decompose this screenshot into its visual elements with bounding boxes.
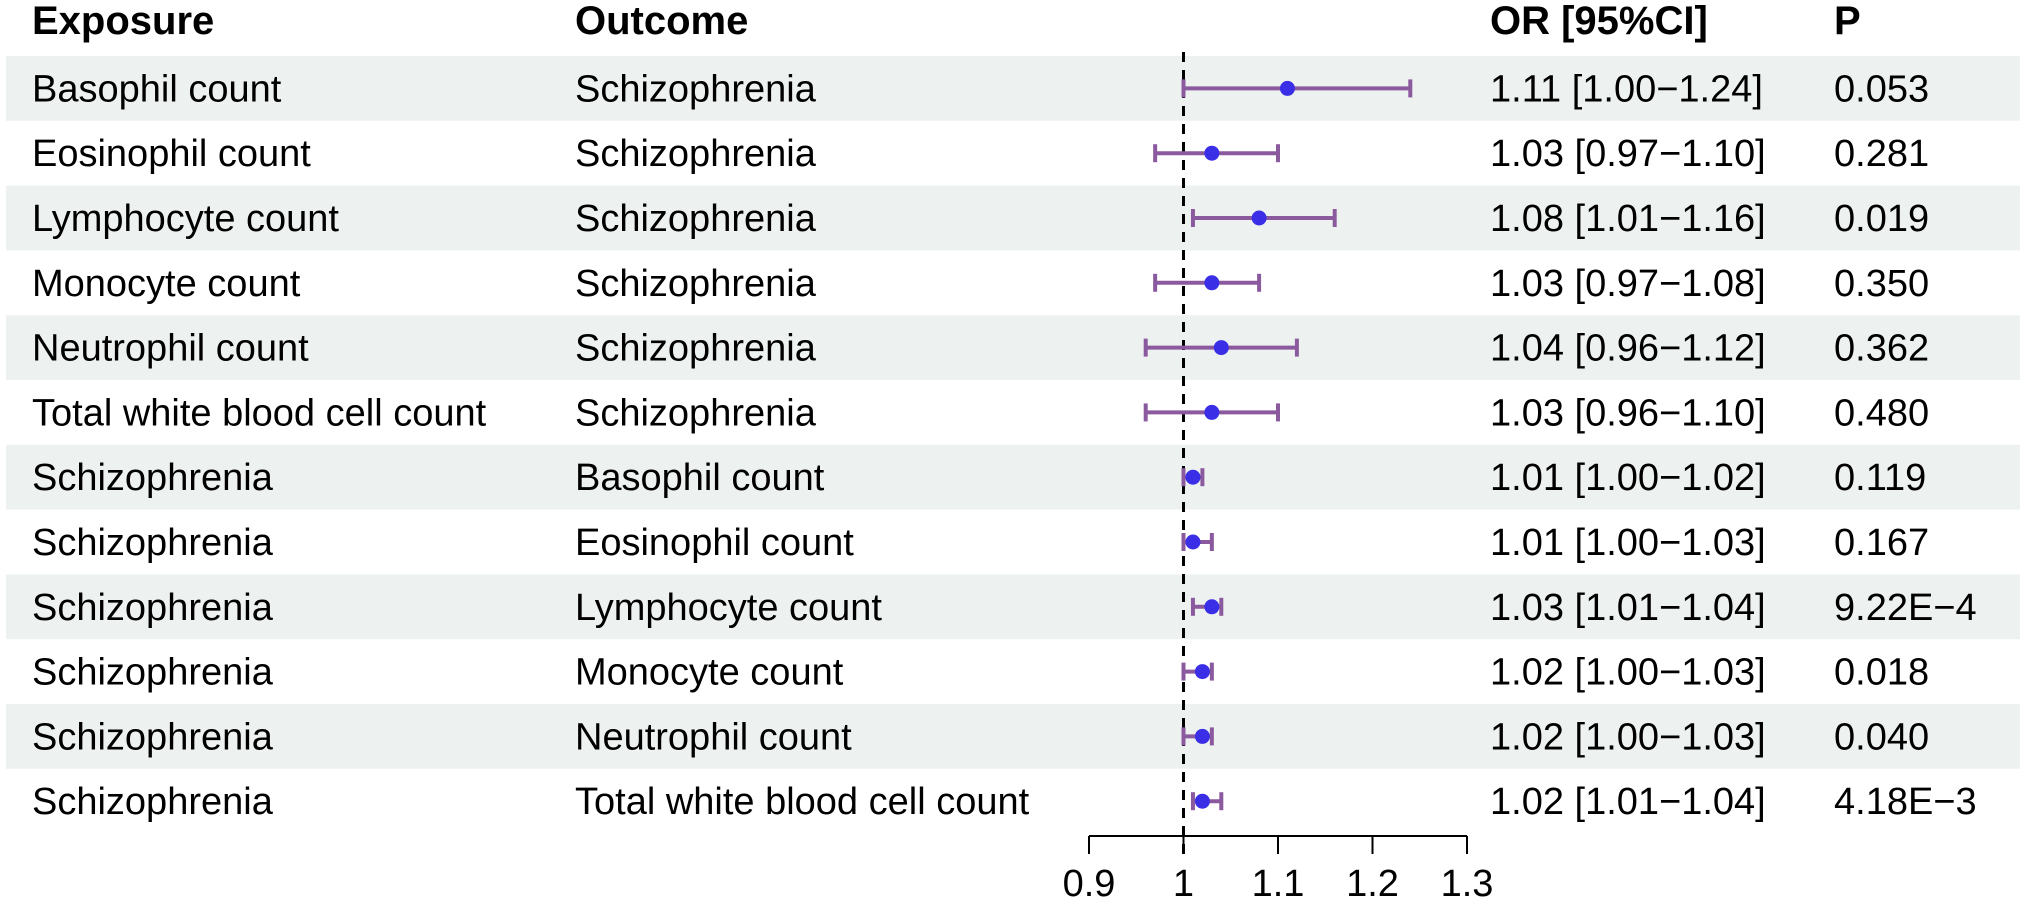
cell-or-ci: 1.02 [1.01−1.04] (1490, 781, 1766, 823)
column-headers: Exposure Outcome OR [95%CI] P (32, 0, 1861, 43)
or-point (1194, 728, 1210, 744)
x-tick-label: 1.3 (1441, 863, 1494, 904)
row-band (6, 444, 2020, 510)
cell-exposure: Schizophrenia (32, 587, 274, 629)
cell-exposure: Schizophrenia (32, 781, 274, 823)
or-point (1204, 599, 1220, 615)
cell-p: 4.18E−3 (1834, 781, 1977, 823)
cell-outcome: Basophil count (575, 457, 825, 499)
or-point (1204, 404, 1220, 420)
cell-p: 0.018 (1834, 652, 1929, 694)
cell-or-ci: 1.03 [0.96−1.10] (1490, 392, 1766, 434)
cell-p: 0.019 (1834, 198, 1929, 240)
cell-p: 0.281 (1834, 133, 1929, 175)
cell-or-ci: 1.01 [1.00−1.03] (1490, 522, 1766, 564)
row-bands (6, 56, 2020, 769)
cell-or-ci: 1.03 [0.97−1.10] (1490, 133, 1766, 175)
or-point (1204, 275, 1220, 291)
cell-outcome: Monocyte count (575, 652, 844, 694)
cell-outcome: Schizophrenia (575, 263, 817, 305)
cell-or-ci: 1.01 [1.00−1.02] (1490, 457, 1766, 499)
x-tick-label: 1 (1173, 863, 1194, 904)
or-point (1185, 469, 1201, 485)
table-cells: Basophil count Schizophrenia 1.11 [1.00−1.… (32, 68, 1977, 823)
row-band (6, 185, 2020, 251)
x-tick-label: 1.2 (1346, 863, 1399, 904)
cell-p: 0.119 (1834, 457, 1926, 499)
ci-marks (1143, 79, 1413, 811)
cell-exposure: Schizophrenia (32, 716, 274, 758)
x-tick-label: 1.1 (1252, 863, 1305, 904)
cell-outcome: Neutrophil count (575, 716, 852, 758)
or-point (1204, 145, 1220, 161)
cell-or-ci: 1.11 [1.00−1.24] (1490, 68, 1763, 110)
cell-exposure: Monocyte count (32, 263, 301, 305)
cell-p: 0.362 (1834, 328, 1929, 370)
row-band (6, 704, 2020, 769)
cell-or-ci: 1.02 [1.00−1.03] (1490, 716, 1766, 758)
cell-or-ci: 1.08 [1.01−1.16] (1490, 198, 1766, 240)
cell-outcome: Schizophrenia (575, 68, 817, 110)
or-point (1194, 793, 1210, 809)
cell-exposure: Lymphocyte count (32, 198, 339, 240)
row-band (6, 56, 2020, 121)
cell-outcome: Total white blood cell count (575, 781, 1030, 823)
cell-exposure: Schizophrenia (32, 522, 274, 564)
cell-p: 0.053 (1834, 68, 1929, 110)
cell-exposure: Eosinophil count (32, 133, 311, 175)
cell-p: 0.167 (1834, 522, 1929, 564)
or-point (1251, 210, 1267, 226)
cell-exposure: Schizophrenia (32, 652, 274, 694)
cell-exposure: Schizophrenia (32, 457, 274, 499)
x-axis: 0.9 1 1.1 1.2 1.3 (1063, 835, 1494, 904)
row-band (6, 574, 2020, 640)
header-or-ci: OR [95%CI] (1490, 0, 1708, 43)
cell-outcome: Lymphocyte count (575, 587, 882, 629)
cell-outcome: Schizophrenia (575, 392, 817, 434)
header-outcome: Outcome (575, 0, 748, 43)
or-point (1279, 80, 1295, 96)
cell-p: 0.480 (1834, 392, 1929, 434)
cell-outcome: Schizophrenia (575, 133, 817, 175)
x-tick-label: 0.9 (1063, 863, 1116, 904)
cell-outcome: Schizophrenia (575, 198, 817, 240)
cell-or-ci: 1.04 [0.96−1.12] (1490, 328, 1766, 370)
cell-exposure: Neutrophil count (32, 328, 309, 370)
cell-or-ci: 1.03 [1.01−1.04] (1490, 587, 1766, 629)
header-p: P (1834, 0, 1861, 43)
cell-or-ci: 1.03 [0.97−1.08] (1490, 263, 1766, 305)
cell-p: 9.22E−4 (1834, 587, 1977, 629)
or-point (1213, 340, 1229, 356)
or-point (1185, 534, 1201, 550)
cell-or-ci: 1.02 [1.00−1.03] (1490, 652, 1766, 694)
cell-exposure: Basophil count (32, 68, 282, 110)
cell-outcome: Schizophrenia (575, 328, 817, 370)
or-point (1194, 664, 1210, 680)
header-exposure: Exposure (32, 0, 214, 43)
cell-p: 0.040 (1834, 716, 1929, 758)
row-band (6, 315, 2020, 380)
cell-p: 0.350 (1834, 263, 1929, 305)
cell-exposure: Total white blood cell count (32, 392, 487, 434)
cell-outcome: Eosinophil count (575, 522, 854, 564)
